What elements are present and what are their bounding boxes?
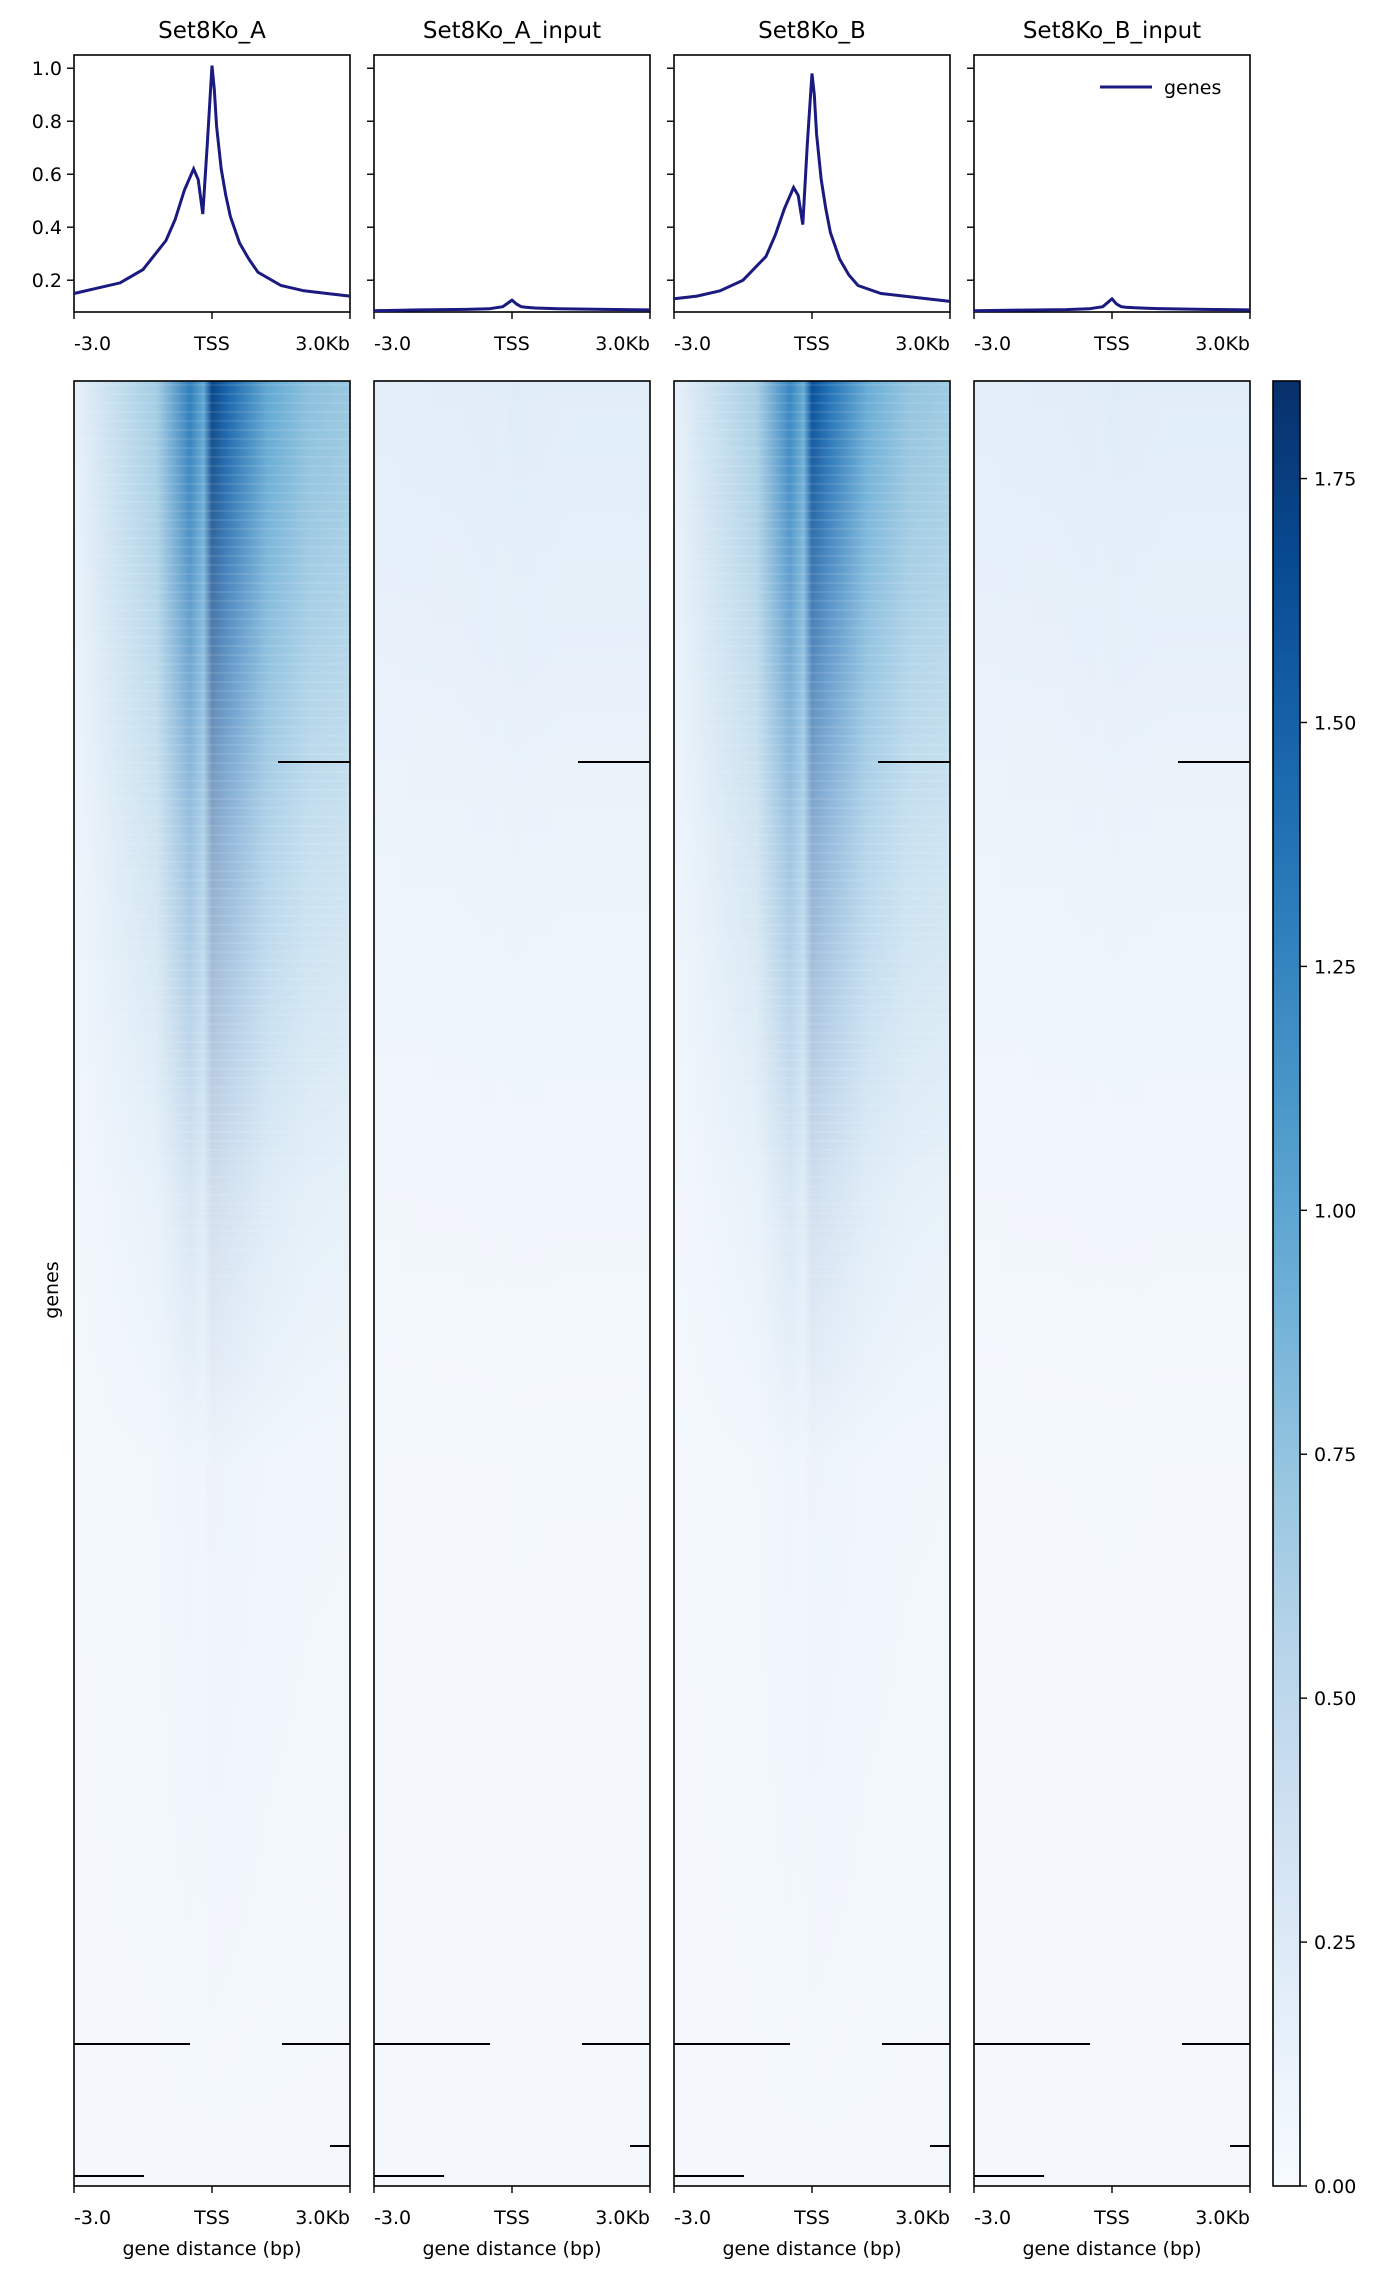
colorbar: 0.00 0.25 0.50 0.75 1.00 1.25 1.50 1.75 bbox=[1272, 380, 1356, 2198]
profile-frame bbox=[673, 54, 951, 313]
heatmap-fade bbox=[974, 381, 1250, 2186]
heatmap-xtick-label: 3.0Kb bbox=[295, 2207, 350, 2229]
panels: Set8Ko_A 0.2 0.4 0.6 0.8 1.0 -3.0 TSS 3.0Kb -3.0 T… bbox=[32, 18, 1251, 2260]
profile-xtick-label: TSS bbox=[1093, 333, 1130, 355]
heatmap-xtick-label: -3.0 bbox=[674, 2207, 711, 2229]
profile-frame bbox=[373, 54, 651, 313]
x-axis-label: gene distance (bp) bbox=[422, 2238, 601, 2260]
colorbar-tick-label: 1.00 bbox=[1314, 1200, 1356, 1222]
panel-title: Set8Ko_A_input bbox=[423, 18, 601, 44]
profile-xtick-label: 3.0Kb bbox=[895, 333, 950, 355]
heatmap-xtick-label: TSS bbox=[1093, 2207, 1130, 2229]
heatmap-fade bbox=[74, 381, 350, 2186]
profile-xtick-label: 3.0Kb bbox=[295, 333, 350, 355]
profile-xtick-label: 3.0Kb bbox=[1195, 333, 1250, 355]
y-axis-label: genes bbox=[41, 1261, 63, 1318]
profile-frame bbox=[973, 54, 1251, 313]
panel-title: Set8Ko_B bbox=[758, 18, 866, 44]
heatmap-stripes bbox=[674, 384, 950, 1277]
profile-xtick-label: -3.0 bbox=[674, 333, 711, 355]
profile-ytick-label: 0.8 bbox=[32, 111, 62, 133]
colorbar-tick-label: 1.50 bbox=[1314, 712, 1356, 734]
colorbar-tick-label: 1.25 bbox=[1314, 956, 1356, 978]
heatmap-xtick-label: -3.0 bbox=[74, 2207, 111, 2229]
heatmap-xtick-label: TSS bbox=[493, 2207, 530, 2229]
profile-xtick-label: TSS bbox=[193, 333, 230, 355]
legend-label: genes bbox=[1164, 77, 1221, 99]
x-axis-label: gene distance (bp) bbox=[1022, 2238, 1201, 2260]
profile-xtick-label: -3.0 bbox=[74, 333, 111, 355]
colorbar-tick-label: 1.75 bbox=[1314, 469, 1356, 491]
panel-3: Set8Ko_B -3.0 TSS 3.0Kb -3.0 TSS 3.0Kb gene dis… bbox=[667, 18, 951, 2260]
heatmap-xtick-label: TSS bbox=[793, 2207, 830, 2229]
heatmap-stripes bbox=[374, 384, 650, 1277]
profile-line bbox=[973, 296, 1251, 313]
profile-line bbox=[673, 73, 951, 303]
heatmap-xtick-label: TSS bbox=[193, 2207, 230, 2229]
profile-ytick-label: 0.6 bbox=[32, 164, 62, 186]
heatmap-stripes bbox=[974, 384, 1250, 1277]
heatmap-xtick-label: 3.0Kb bbox=[595, 2207, 650, 2229]
panel-2: Set8Ko_A_input -3.0 TSS 3.0Kb -3.0 TSS 3.0Kb ge… bbox=[367, 18, 651, 2260]
x-axis-label: gene distance (bp) bbox=[722, 2238, 901, 2260]
heatmap-xtick-label: -3.0 bbox=[374, 2207, 411, 2229]
profile-xtick-label: -3.0 bbox=[974, 333, 1011, 355]
profile-xtick-label: TSS bbox=[493, 333, 530, 355]
profile-ytick-label: 1.0 bbox=[32, 58, 62, 80]
heatmap-fade bbox=[674, 381, 950, 2186]
heatmap-xtick-label: -3.0 bbox=[974, 2207, 1011, 2229]
profile-xtick-label: 3.0Kb bbox=[595, 333, 650, 355]
colorbar-tick-label: 0.00 bbox=[1314, 2176, 1356, 2198]
panel-1: Set8Ko_A 0.2 0.4 0.6 0.8 1.0 -3.0 TSS 3.0Kb -3.0 T… bbox=[32, 18, 351, 2260]
colorbar-bar bbox=[1272, 380, 1301, 2187]
panel-4: Set8Ko_B_input -3.0 TSS 3.0Kb -3.0 TSS 3.0Kb ge… bbox=[967, 18, 1251, 2260]
heatmap-xtick-label: 3.0Kb bbox=[895, 2207, 950, 2229]
colorbar-tick-label: 0.50 bbox=[1314, 1688, 1356, 1710]
heatmap-stripes bbox=[74, 384, 350, 1277]
profile-line bbox=[373, 298, 651, 313]
heatmap-xtick-label: 3.0Kb bbox=[1195, 2207, 1250, 2229]
colorbar-tick-label: 0.25 bbox=[1314, 1932, 1356, 1954]
panel-title: Set8Ko_A bbox=[158, 18, 266, 44]
profile-line bbox=[73, 65, 351, 298]
profile-frame bbox=[73, 54, 351, 313]
x-axis-label: gene distance (bp) bbox=[122, 2238, 301, 2260]
profile-xtick-label: TSS bbox=[793, 333, 830, 355]
legend: genes bbox=[1100, 77, 1221, 99]
profile-ytick-label: 0.4 bbox=[32, 217, 62, 239]
heatmap-fade bbox=[374, 381, 650, 2186]
profile-xtick-label: -3.0 bbox=[374, 333, 411, 355]
colorbar-tick-label: 0.75 bbox=[1314, 1444, 1356, 1466]
profile-ytick-label: 0.2 bbox=[32, 270, 62, 292]
panel-title: Set8Ko_B_input bbox=[1023, 18, 1201, 44]
